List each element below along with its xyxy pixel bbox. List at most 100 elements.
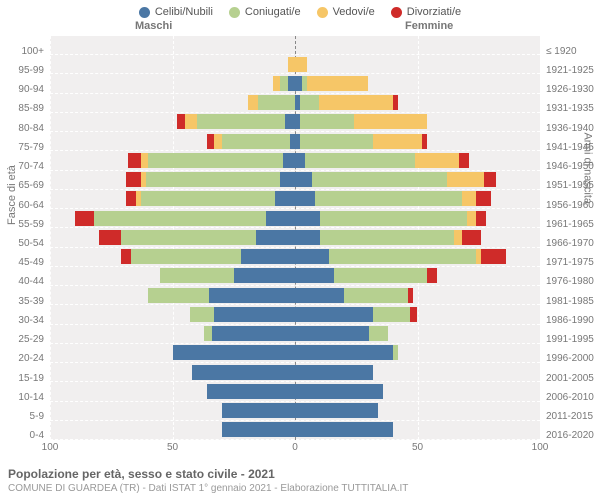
bar-segment [266,211,295,226]
bar-segment [295,307,373,322]
bar-male [204,326,295,341]
legend-swatch [317,7,328,18]
pyramid-row [50,151,540,170]
bar-segment [234,268,295,283]
ytick-age: 35-39 [0,296,48,307]
pyramid-row [50,132,540,151]
bar-segment [315,191,462,206]
bar-segment [462,191,477,206]
bar-segment [295,172,312,187]
bar-female [295,134,427,149]
pyramid-row [50,36,540,55]
legend-label: Celibi/Nubili [155,6,213,18]
bar-segment [148,288,209,303]
ytick-age: 25-29 [0,334,48,345]
bar-segment [146,172,281,187]
bar-segment [190,307,215,322]
bar-segment [454,230,461,245]
bar-segment [295,211,320,226]
column-headers: Maschi Femmine [0,18,600,36]
legend-label: Coniugati/e [245,6,301,18]
pyramid-row [50,363,540,382]
ytick-birth: 1961-1965 [542,219,600,230]
ytick-birth: 1946-1950 [542,161,600,172]
bar-segment [222,134,291,149]
bar-female [295,191,491,206]
legend-swatch [391,7,402,18]
pyramid-row [50,171,540,190]
bar-segment [447,172,484,187]
x-axis: 10050050100 [50,440,540,458]
bar-male [288,57,295,72]
bar-segment [408,288,413,303]
chart-subtitle: COMUNE DI GUARDEA (TR) - Dati ISTAT 1° g… [8,483,592,494]
bar-segment [197,114,285,129]
bar-segment [295,403,378,418]
bar-male [126,172,295,187]
bar-segment [204,326,211,341]
ytick-age: 30-34 [0,315,48,326]
bar-female [295,95,398,110]
bar-segment [131,249,241,264]
bar-female [295,230,481,245]
xtick: 0 [292,442,298,453]
bar-male [126,191,295,206]
bar-segment [422,134,427,149]
bar-segment [369,326,389,341]
bar-male [99,230,295,245]
bar-segment [126,172,141,187]
ytick-birth: 2006-2010 [542,392,600,403]
bar-segment [319,95,393,110]
bar-male [173,345,296,360]
bar-segment [173,345,296,360]
bar-segment [222,403,296,418]
legend-label: Vedovi/e [333,6,375,18]
bar-segment [288,76,295,91]
bar-segment [121,230,256,245]
population-pyramid-chart: Celibi/Nubili Coniugati/e Vedovi/e Divorzia… [0,0,600,500]
bar-segment [295,249,329,264]
bar-segment [207,384,295,399]
bar-segment [373,134,422,149]
bar-female [295,268,437,283]
legend-swatch [229,7,240,18]
bar-segment [295,57,307,72]
ytick-age: 95-99 [0,65,48,76]
bar-male [75,211,295,226]
xtick: 50 [167,442,178,453]
bar-segment [148,153,283,168]
ytick-birth: 1926-1930 [542,84,600,95]
bar-segment [484,172,496,187]
bar-segment [75,211,95,226]
ytick-age: 75-79 [0,142,48,153]
bar-segment [99,230,121,245]
pyramid-row [50,228,540,247]
bar-segment [94,211,266,226]
bar-segment [334,268,427,283]
ytick-age: 55-59 [0,219,48,230]
ytick-birth: 1996-2000 [542,353,600,364]
ytick-birth: 1976-1980 [542,276,600,287]
legend-label: Divorziati/e [407,6,461,18]
legend-swatch [139,7,150,18]
bar-segment [280,172,295,187]
bar-segment [300,134,374,149]
bar-segment [320,211,467,226]
ytick-age: 70-74 [0,161,48,172]
ytick-birth: 1956-1960 [542,200,600,211]
bar-segment [462,230,482,245]
legend-item: Vedovi/e [317,6,375,18]
pyramid-row [50,325,540,344]
bar-segment [241,249,295,264]
bar-segment [285,114,295,129]
gridline [540,36,541,440]
bar-segment [300,114,354,129]
ytick-age: 15-19 [0,373,48,384]
xtick: 50 [412,442,423,453]
bar-segment [280,76,287,91]
bar-segment [344,288,408,303]
chart-title: Popolazione per età, sesso e stato civil… [8,467,592,481]
bar-segment [283,153,295,168]
bar-male [177,114,295,129]
bar-segment [476,211,486,226]
